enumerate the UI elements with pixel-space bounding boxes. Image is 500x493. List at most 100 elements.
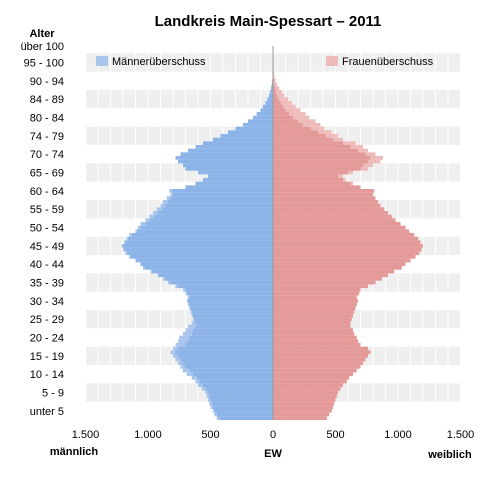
- male-surplus-bar: [213, 409, 215, 413]
- male-bar: [219, 416, 273, 421]
- female-surplus-bar: [289, 112, 306, 116]
- female-bar: [273, 416, 327, 421]
- female-bar: [273, 262, 406, 267]
- female-bar: [273, 361, 363, 366]
- male-surplus-bar: [160, 203, 166, 208]
- male-bar: [253, 115, 273, 120]
- male-bar: [185, 288, 273, 292]
- female-bar: [273, 390, 338, 395]
- female-bar: [273, 137, 333, 142]
- age-tick-labels: unter 5 5 - 9 10 - 14 15 - 19 20 - 24 25 - 29…: [21, 41, 64, 418]
- female-bar: [273, 317, 352, 322]
- male-bar: [208, 390, 273, 395]
- male-bar: [189, 295, 273, 300]
- female-bar: [273, 93, 277, 98]
- male-surplus-bar: [163, 200, 168, 204]
- male-surplus-bar: [178, 361, 183, 366]
- male-bar: [144, 266, 273, 270]
- female-bar: [273, 218, 396, 223]
- female-bar: [273, 229, 410, 234]
- female-bar: [273, 101, 281, 105]
- male-bar: [188, 148, 273, 153]
- female-surplus-bar: [358, 148, 368, 153]
- male-bar: [209, 394, 273, 399]
- female-bar: [273, 141, 343, 146]
- male-surplus-bar: [153, 211, 158, 215]
- male-bar: [248, 119, 273, 124]
- female-bar: [273, 394, 337, 399]
- male-bar: [214, 409, 273, 413]
- female-bar: [273, 203, 381, 208]
- male-bar: [185, 185, 273, 190]
- female-bar: [273, 148, 358, 153]
- male-surplus-bar: [191, 321, 196, 325]
- female-surplus-bar: [343, 178, 346, 182]
- female-surplus-bar: [363, 163, 373, 168]
- female-surplus-bar: [285, 108, 301, 113]
- male-bar: [211, 401, 273, 406]
- female-bar: [273, 324, 351, 329]
- male-bar: [195, 324, 273, 329]
- male-surplus-bar: [173, 354, 178, 358]
- male-bar: [130, 255, 273, 259]
- age-tick-label: 25 - 29: [30, 314, 64, 326]
- male-surplus-bar: [156, 207, 162, 212]
- female-bar: [273, 291, 360, 296]
- female-surplus-bar: [273, 71, 275, 76]
- female-surplus-bar: [343, 141, 356, 146]
- female-bar: [273, 357, 366, 362]
- female-surplus-bar: [277, 93, 285, 98]
- female-surplus-bar: [310, 126, 325, 131]
- female-bar: [273, 178, 343, 182]
- male-bar: [189, 335, 273, 340]
- male-bar: [185, 343, 273, 347]
- female-bar: [273, 412, 330, 417]
- male-surplus-bar: [185, 291, 187, 296]
- female-bar: [273, 244, 423, 248]
- male-bar: [170, 280, 273, 285]
- age-tick-label: 40 - 44: [30, 259, 64, 271]
- female-bar: [273, 372, 353, 377]
- male-bar: [158, 211, 273, 215]
- male-surplus-bar: [166, 196, 171, 201]
- female-bar: [273, 398, 336, 402]
- male-bar: [164, 277, 273, 281]
- age-tick-label: 30 - 34: [30, 296, 64, 308]
- legend-male-surplus: Männerüberschuss: [96, 56, 206, 68]
- female-bar: [273, 295, 357, 300]
- female-bar: [273, 409, 332, 413]
- male-bar: [178, 159, 273, 164]
- female-bar: [273, 126, 311, 131]
- male-bar: [165, 203, 273, 208]
- male-surplus-bar: [193, 317, 195, 322]
- male-surplus-bar: [126, 236, 128, 241]
- age-tick-label: 95 - 100: [24, 58, 64, 70]
- male-surplus-bar: [185, 328, 193, 333]
- female-bar: [273, 376, 350, 380]
- female-surplus-bar: [283, 104, 296, 109]
- male-bar: [154, 214, 273, 219]
- female-bar: [273, 86, 275, 91]
- female-bar: [273, 328, 353, 333]
- x-tick-label: 1.000: [134, 429, 162, 441]
- female-surplus-bar: [273, 79, 276, 83]
- female-bar: [273, 196, 376, 201]
- male-bar: [228, 130, 273, 135]
- female-bar: [273, 247, 422, 252]
- male-surplus-bar: [216, 416, 220, 421]
- female-bar: [273, 123, 303, 127]
- female-surplus-bar: [276, 90, 282, 94]
- male-bar: [191, 332, 273, 336]
- male-bar: [186, 291, 273, 296]
- female-bar: [273, 152, 366, 157]
- male-bar: [136, 229, 273, 234]
- male-bar: [131, 233, 273, 237]
- male-surplus-bar: [129, 255, 131, 259]
- male-surplus-bar: [140, 222, 146, 226]
- female-surplus-bar: [370, 156, 383, 160]
- male-surplus-bar: [195, 379, 200, 384]
- male-bar: [161, 207, 273, 212]
- male-bar: [123, 244, 273, 248]
- male-bar: [178, 346, 273, 351]
- female-bar: [273, 302, 357, 307]
